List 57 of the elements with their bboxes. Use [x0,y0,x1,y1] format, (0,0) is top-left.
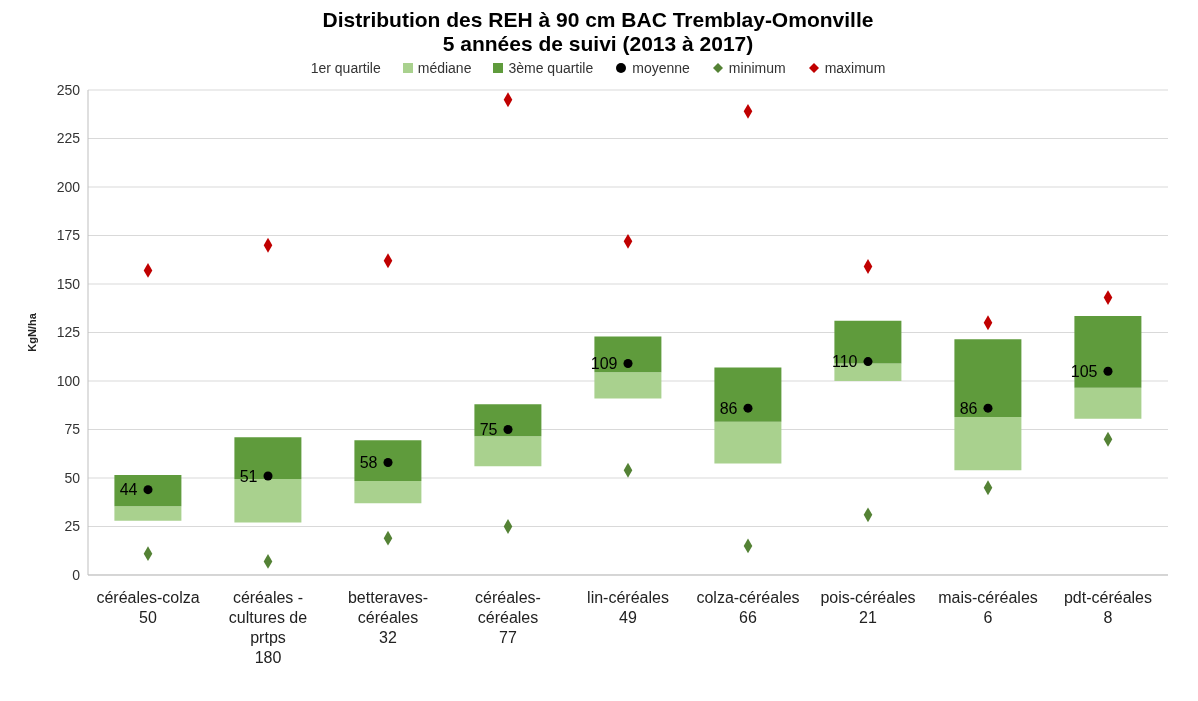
y-tick-label: 125 [56,324,81,341]
point [263,471,273,481]
y-axis-title: KgN/ha [25,312,38,352]
point [383,457,393,467]
point [503,424,513,435]
y-tick-label: 0 [72,566,81,583]
y-tick-label: 250 [56,81,81,98]
point [983,403,993,413]
y-tick-label: 50 [64,469,81,486]
bar [474,404,542,437]
bar [954,416,1022,471]
point [143,485,153,495]
y-tick-label: 225 [56,130,81,147]
data-label: 86 [959,399,978,417]
legend-label: 3ème quartile [507,60,594,76]
x-tick-label: céréales-céréales 77 [475,589,541,646]
bar [1074,316,1142,388]
bar [594,372,662,399]
bar [1074,387,1142,419]
x-tick-label: colza-céréales 66 [696,589,800,626]
bar [714,421,782,464]
data-label: 86 [719,399,738,417]
y-tick-label: 100 [56,372,81,389]
bar [354,440,422,481]
x-tick-label: lin-céréales 49 [587,589,669,626]
data-label: 75 [479,421,498,439]
y-tick-label: 175 [56,227,81,244]
x-tick-label: mais-céréales 6 [938,589,1038,626]
chart-title: Distribution des REH à 90 cm BAC Tremblay-Omonville [321,8,875,32]
data-label: 58 [359,454,378,472]
bar [474,436,542,467]
point [1103,366,1113,376]
legend-label: moyenne [631,60,690,76]
bar [354,480,422,504]
x-tick-label: pois-céréales 21 [820,589,916,626]
point [863,357,873,367]
legend-label: minimum [727,60,786,76]
y-tick-label: 150 [56,275,81,292]
bar [714,367,782,422]
y-tick-label: 200 [56,178,81,195]
x-tick-label: betteraves-céréales 32 [347,589,429,646]
bar [954,339,1022,417]
x-tick-label: céréales-colza 50 [96,589,200,626]
point [623,359,633,369]
bar [114,506,182,521]
legend-title: 1er quartile [310,60,381,76]
x-tick-label: céréales - cultures de prtps 180 [228,589,308,666]
y-tick-label: 75 [64,421,81,438]
data-label: 44 [119,481,138,499]
legend-label: maximum [823,60,886,76]
data-label: 51 [239,467,258,485]
legend-label: médiane [416,60,472,76]
x-tick-label: pdt-céréales 8 [1063,589,1153,626]
point [743,403,753,413]
bar [114,475,182,507]
chart-subtitle: 5 années de suivi (2013 à 2017) [441,32,755,56]
y-tick-label: 25 [64,518,81,535]
